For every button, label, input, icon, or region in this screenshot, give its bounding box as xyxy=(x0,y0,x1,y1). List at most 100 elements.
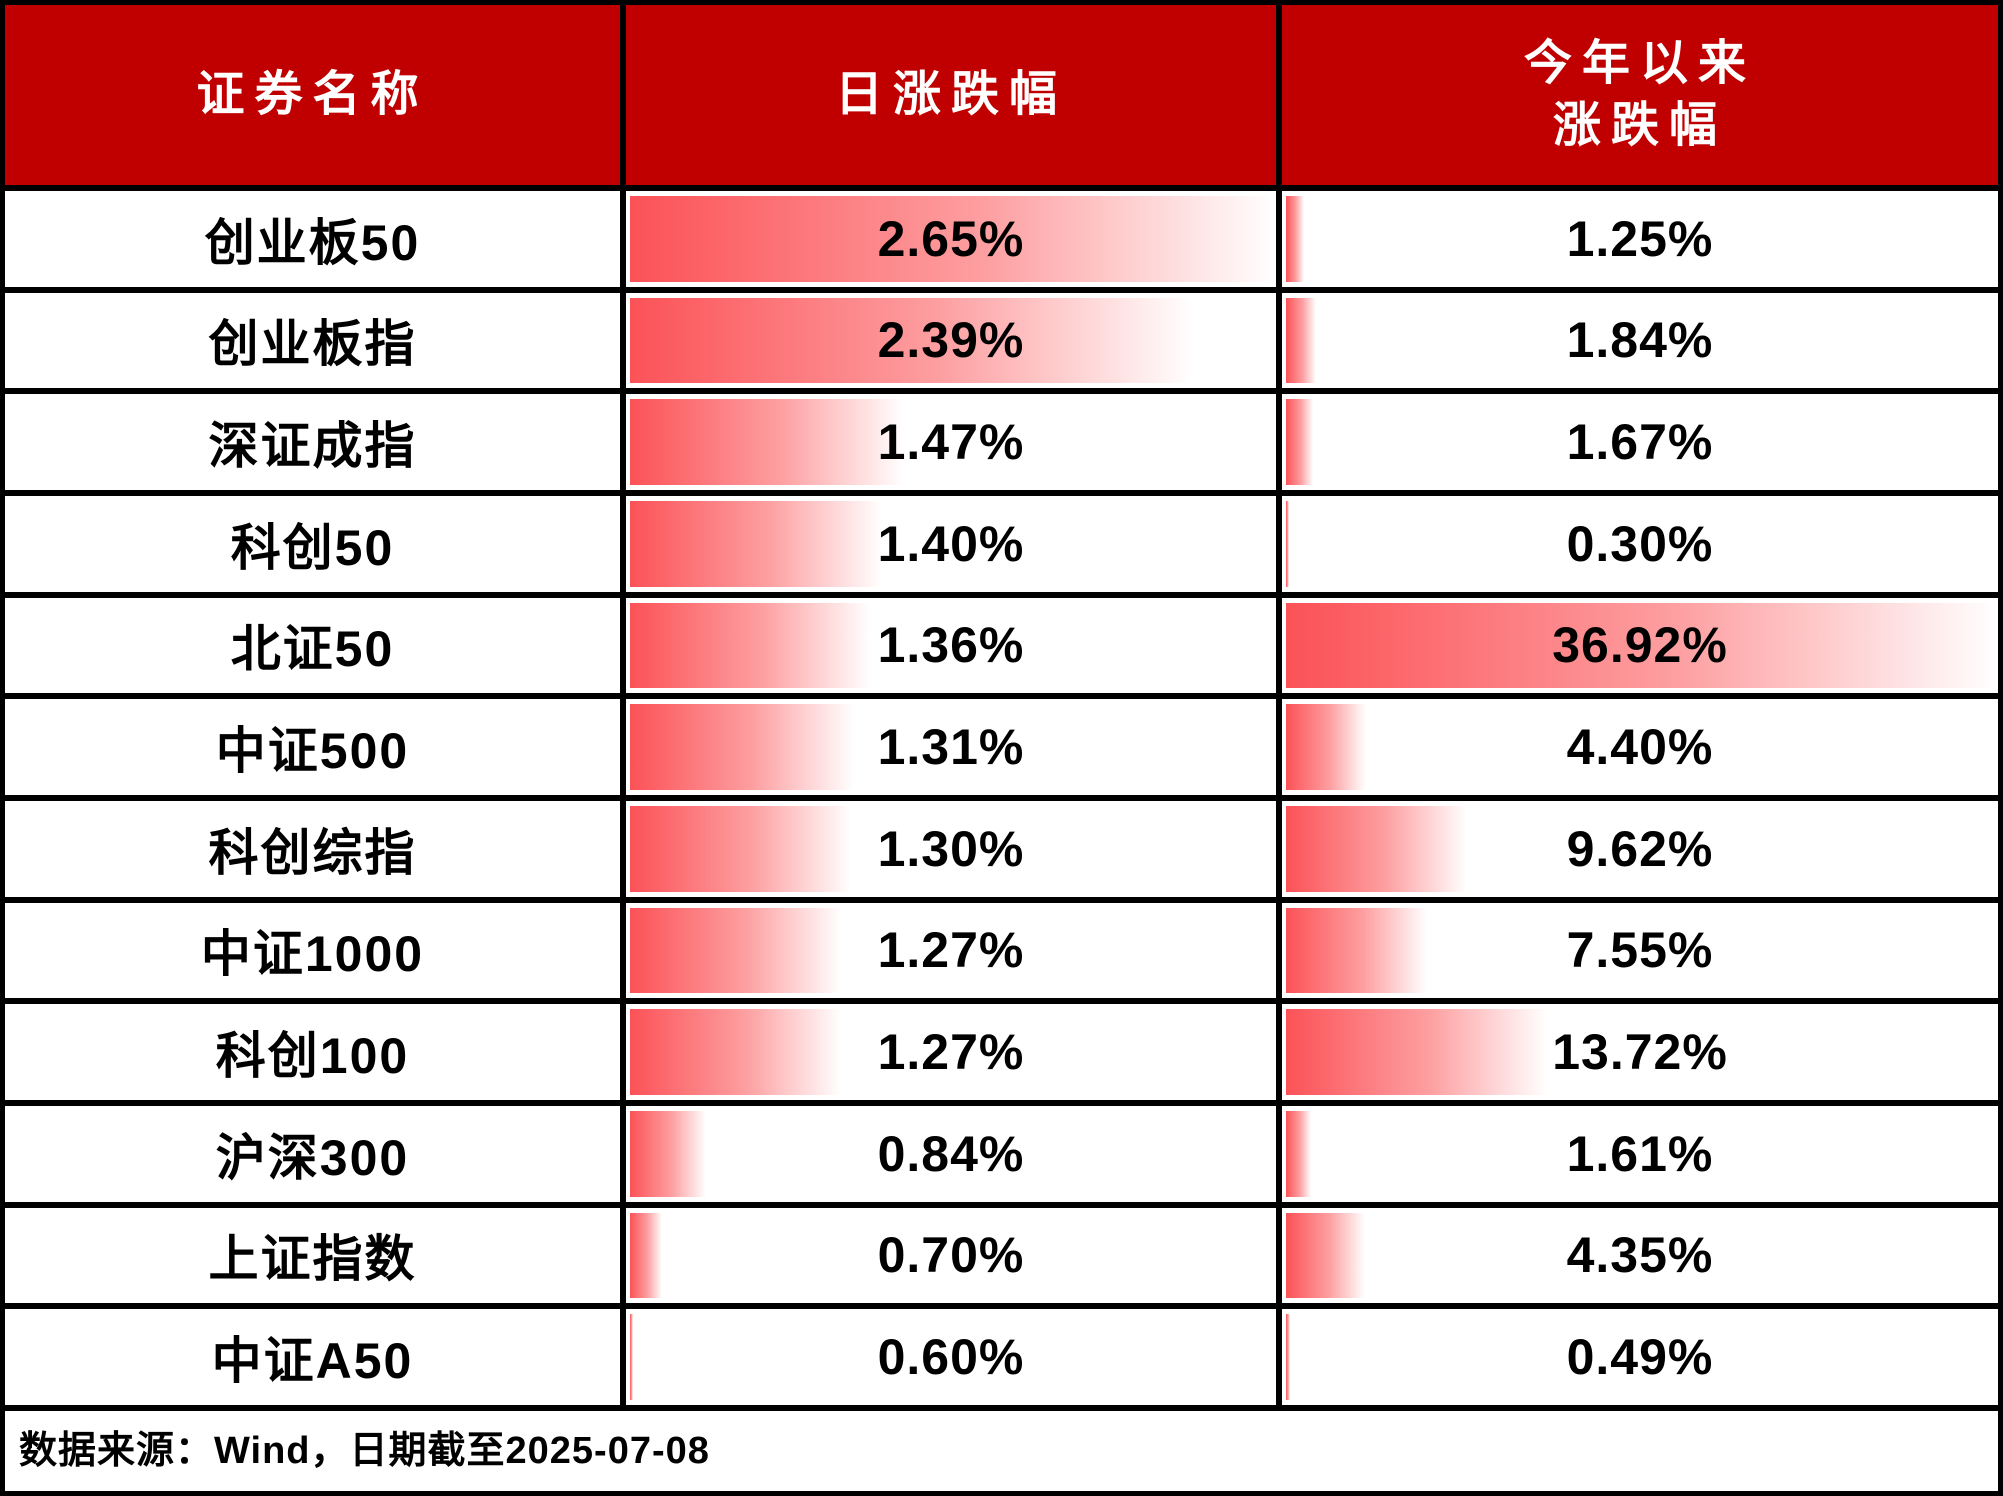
daily-change-cell: 0.70% xyxy=(626,1207,1276,1304)
daily-change-databar xyxy=(630,297,1195,384)
daily-change-cell: 1.27% xyxy=(626,902,1276,999)
daily-change-value: 0.70% xyxy=(877,1227,1025,1284)
daily-change-value: 1.47% xyxy=(877,414,1025,471)
daily-change-databar xyxy=(630,1212,662,1299)
daily-change-cell: 1.40% xyxy=(626,495,1276,592)
security-name-label: 创业板指 xyxy=(208,316,417,373)
ytd-change-cell: 13.72% xyxy=(1282,1004,1998,1100)
daily-change-databar xyxy=(630,399,905,485)
daily-change-value: 1.27% xyxy=(877,922,1025,979)
security-name-label: 创业板50 xyxy=(204,214,421,271)
ytd-change-databar xyxy=(1286,602,1998,689)
daily-change-databar xyxy=(630,1314,633,1400)
ytd-change-databar xyxy=(1286,704,1366,790)
ytd-change-databar xyxy=(1286,1212,1365,1299)
security-name-cell: 科创50 xyxy=(5,495,620,592)
daily-change-databar xyxy=(630,196,1276,282)
security-name-label: 中证500 xyxy=(215,723,410,780)
ytd-change-databar xyxy=(1286,805,1468,892)
ytd-change-databar xyxy=(1286,1314,1290,1400)
security-name-label: 沪深300 xyxy=(215,1129,410,1186)
ytd-change-cell: 0.49% xyxy=(1282,1309,1998,1405)
security-name-label: 深证成指 xyxy=(208,418,417,475)
ytd-change-value: 1.84% xyxy=(1566,312,1714,369)
daily-change-value: 2.65% xyxy=(877,210,1025,267)
security-name-label: 中证1000 xyxy=(200,926,425,983)
ytd-change-cell: 4.40% xyxy=(1282,699,1998,795)
ytd-change-cell: 1.84% xyxy=(1282,292,1998,389)
daily-change-databar xyxy=(630,500,883,587)
daily-change-databar xyxy=(630,602,870,689)
daily-change-cell: 2.65% xyxy=(626,191,1276,287)
header-cell-security-name: 证券名称 xyxy=(5,5,620,185)
security-name-label: 科创100 xyxy=(215,1028,410,1085)
source-note-text: 数据来源：Wind，日期截至2025-07-08 xyxy=(19,1429,710,1472)
header-cell-daily-change: 日涨跌幅 xyxy=(626,5,1276,185)
daily-change-cell: 2.39% xyxy=(626,292,1276,389)
daily-change-value: 1.40% xyxy=(877,515,1025,572)
security-name-label: 上证指数 xyxy=(208,1231,417,1288)
ytd-change-cell: 9.62% xyxy=(1282,800,1998,897)
header-label-ytd-change: 今年以来 涨跌幅 xyxy=(1524,33,1756,158)
ytd-change-cell: 1.61% xyxy=(1282,1105,1998,1202)
ytd-change-value: 1.61% xyxy=(1566,1125,1714,1182)
daily-change-cell: 1.47% xyxy=(626,394,1276,490)
ytd-change-databar xyxy=(1286,196,1305,282)
daily-change-databar xyxy=(630,907,842,994)
daily-change-databar xyxy=(630,1009,842,1095)
ytd-change-value: 4.40% xyxy=(1566,719,1714,776)
daily-change-databar xyxy=(630,805,851,892)
daily-change-cell: 1.27% xyxy=(626,1004,1276,1100)
security-name-cell: 科创100 xyxy=(5,1004,620,1100)
ytd-change-databar xyxy=(1286,500,1290,587)
ytd-change-value: 7.55% xyxy=(1566,922,1714,979)
security-name-cell: 创业板50 xyxy=(5,191,620,287)
security-name-cell: 北证50 xyxy=(5,597,620,694)
ytd-change-databar xyxy=(1286,1009,1547,1095)
ytd-change-cell: 1.67% xyxy=(1282,394,1998,490)
security-name-cell: 中证500 xyxy=(5,699,620,795)
daily-change-value: 0.84% xyxy=(877,1125,1025,1182)
header-label-security-name: 证券名称 xyxy=(196,67,429,121)
ytd-change-value: 36.92% xyxy=(1552,617,1728,674)
ytd-change-cell: 4.35% xyxy=(1282,1207,1998,1304)
security-name-label: 科创综指 xyxy=(208,824,417,881)
header-label-ytd-line1: 今年以来 xyxy=(1523,36,1756,90)
header-cell-ytd-change: 今年以来 涨跌幅 xyxy=(1282,5,1998,185)
ytd-change-cell: 36.92% xyxy=(1282,597,1998,694)
header-label-daily-change: 日涨跌幅 xyxy=(834,67,1067,121)
daily-change-value: 1.27% xyxy=(877,1024,1025,1081)
ytd-change-value: 4.35% xyxy=(1566,1227,1714,1284)
header-label-ytd-line2: 涨跌幅 xyxy=(1552,99,1727,152)
ytd-change-value: 0.49% xyxy=(1566,1329,1714,1386)
security-name-cell: 中证1000 xyxy=(5,902,620,999)
ytd-change-value: 0.30% xyxy=(1566,515,1714,572)
ytd-change-databar xyxy=(1286,399,1313,485)
daily-change-value: 1.36% xyxy=(877,617,1025,674)
ytd-change-value: 13.72% xyxy=(1552,1024,1728,1081)
daily-change-cell: 0.60% xyxy=(626,1309,1276,1405)
ytd-change-databar xyxy=(1286,297,1316,384)
ytd-change-cell: 1.25% xyxy=(1282,191,1998,287)
security-name-cell: 中证A50 xyxy=(5,1309,620,1405)
security-name-cell: 上证指数 xyxy=(5,1207,620,1304)
security-name-cell: 科创综指 xyxy=(5,800,620,897)
ytd-change-value: 9.62% xyxy=(1566,820,1714,877)
ytd-change-value: 1.25% xyxy=(1566,210,1714,267)
source-note: 数据来源：Wind，日期截至2025-07-08 xyxy=(5,1410,1998,1491)
ytd-change-cell: 0.30% xyxy=(1282,495,1998,592)
daily-change-databar xyxy=(630,1110,706,1197)
daily-change-value: 2.39% xyxy=(877,312,1025,369)
security-name-label: 科创50 xyxy=(230,519,395,576)
ytd-change-cell: 7.55% xyxy=(1282,902,1998,999)
daily-change-cell: 1.31% xyxy=(626,699,1276,795)
ytd-change-value: 1.67% xyxy=(1566,414,1714,471)
ytd-change-databar xyxy=(1286,1110,1312,1197)
security-name-cell: 沪深300 xyxy=(5,1105,620,1202)
daily-change-cell: 0.84% xyxy=(626,1105,1276,1202)
daily-change-cell: 1.36% xyxy=(626,597,1276,694)
daily-change-value: 1.31% xyxy=(877,719,1025,776)
daily-change-databar xyxy=(630,704,854,790)
security-name-cell: 深证成指 xyxy=(5,394,620,490)
